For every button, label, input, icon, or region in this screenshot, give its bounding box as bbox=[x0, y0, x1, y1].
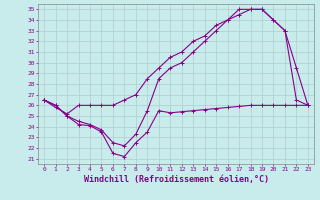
X-axis label: Windchill (Refroidissement éolien,°C): Windchill (Refroidissement éolien,°C) bbox=[84, 175, 268, 184]
